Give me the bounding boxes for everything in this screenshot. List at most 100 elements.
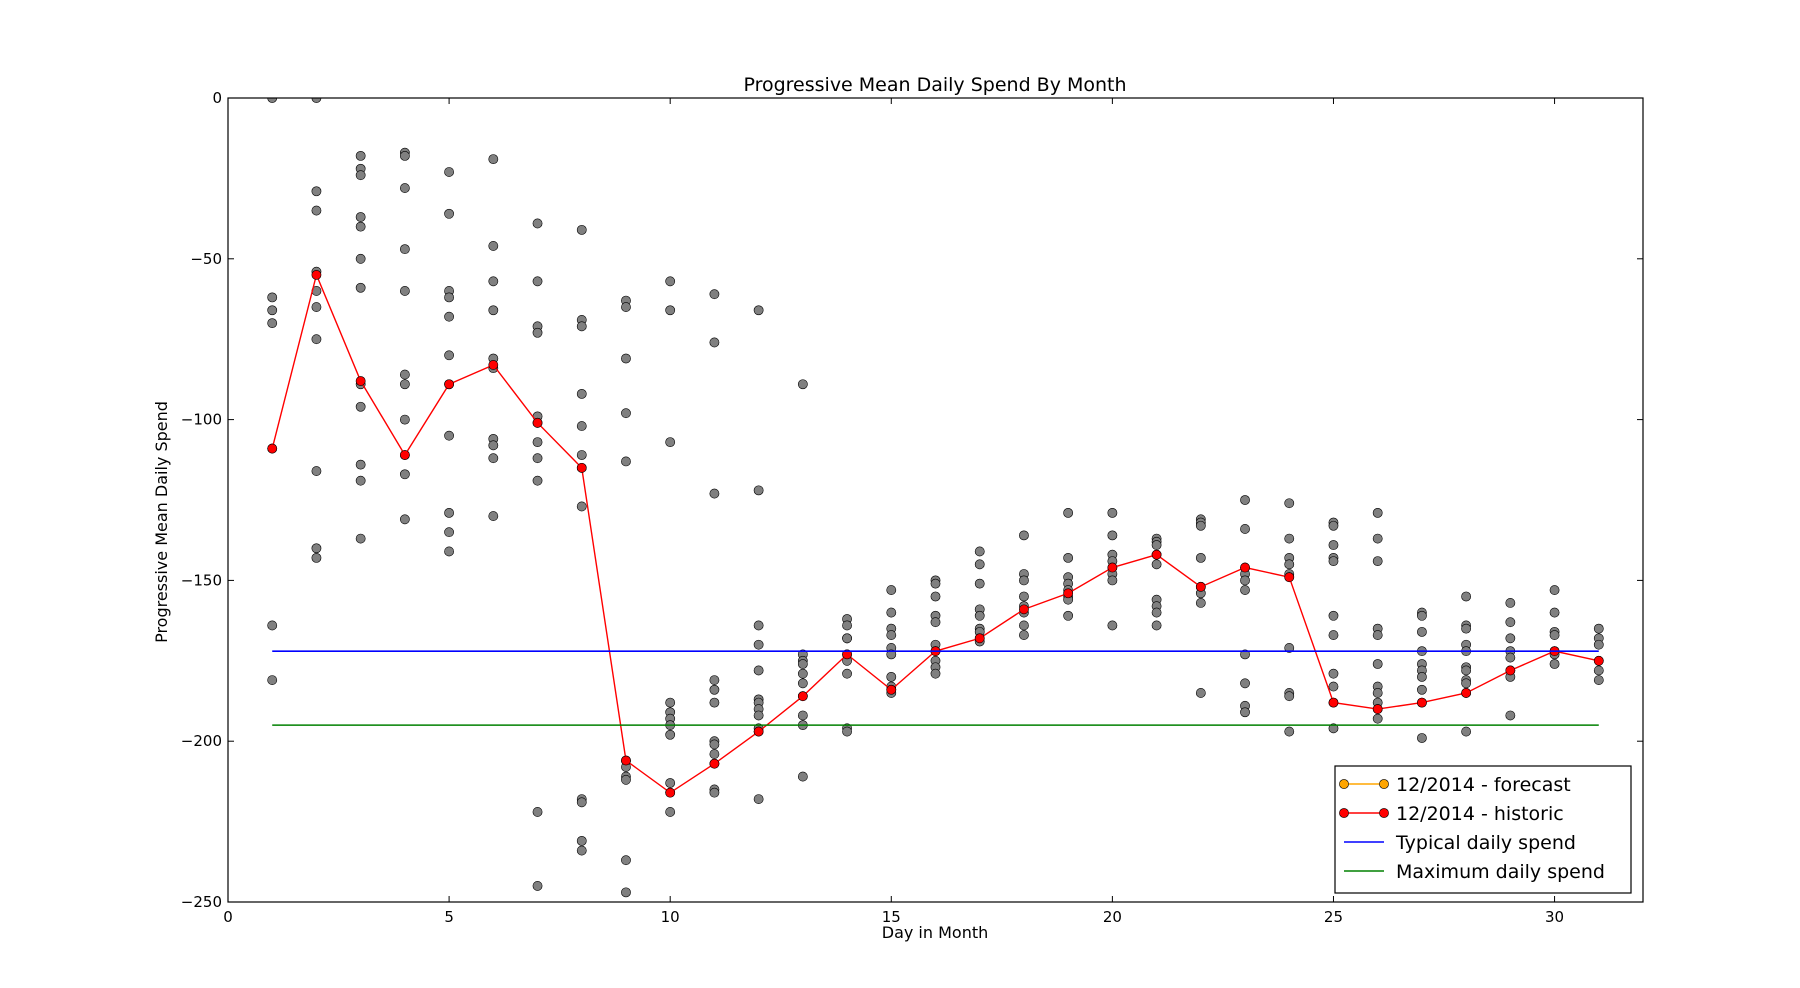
scatter-point [1284,643,1295,653]
scatter-point [1328,610,1339,621]
scatter-point [1328,540,1339,550]
scatter-point [532,437,543,448]
historic-point [399,450,410,460]
scatter-point [930,617,941,628]
scatter-point [1019,630,1029,640]
plot-marks [267,98,1604,898]
scatter-point [1284,533,1295,544]
scatter-point [753,620,764,631]
scatter-point [267,292,278,303]
scatter-point [399,469,410,480]
scatter-point [399,514,410,525]
scatter-point [753,665,764,676]
scatter-point [1372,507,1383,518]
x-tick-label: 10 [661,908,680,926]
scatter-point [488,305,499,316]
scatter-point [1593,665,1604,676]
scatter-point [488,453,499,464]
scatter-point [1240,649,1250,660]
scatter-point [753,794,764,804]
scatter-point [886,630,897,640]
y-tick-label: −150 [181,571,222,589]
scatter-point [355,401,366,412]
scatter-point [1019,591,1029,602]
scatter-point [355,459,366,470]
historic-point [1417,697,1427,708]
scatter-point [355,253,366,264]
scatter-point [1505,652,1516,663]
scatter-point [399,244,410,255]
scatter-point [1019,530,1029,541]
scatter-point [1505,598,1516,608]
scatter-point [1461,665,1472,676]
scatter-point [1549,630,1560,640]
scatter-point [1328,668,1339,679]
scatter-point [399,183,410,193]
scatter-point [1151,620,1162,631]
scatter-point [709,675,720,685]
scatter-point [1505,617,1516,628]
scatter-point [267,305,278,316]
scatter-point [665,305,676,316]
historic-point [1240,562,1250,573]
scatter-point [311,205,322,216]
historic-point [267,443,278,454]
historic-point [1107,562,1118,573]
scatter-point [797,659,808,669]
scatter-point [1195,552,1206,563]
y-axis-label: Progressive Mean Daily Spend [152,401,171,643]
scatter-point [532,218,543,229]
historic-point [576,462,587,473]
scatter-point [930,591,941,602]
scatter-point [355,475,366,486]
scatter-point [797,710,808,721]
y-tick-label: −250 [181,893,222,911]
scatter-point [797,771,808,782]
scatter-point [886,649,897,660]
scatter-point [621,353,631,364]
scatter-point [1151,607,1162,618]
scatter-point [444,167,454,177]
scatter-point [753,710,764,721]
scatter-point [1372,659,1383,669]
scatter-point [1328,556,1339,567]
scatter-point [1328,630,1339,640]
scatter-point [1063,507,1074,518]
y-tick-label: −50 [190,250,222,268]
scatter-point [1195,688,1206,698]
chart-title: Progressive Mean Daily Spend By Month [743,74,1126,96]
scatter-point [399,369,410,380]
scatter-point [576,388,587,399]
legend-swatch-marker [1379,808,1389,818]
scatter-point [1372,533,1383,544]
scatter-point [665,276,676,287]
scatter-point [1593,675,1604,685]
scatter-point [930,668,941,679]
legend-swatch-marker [1339,779,1349,789]
scatter-point [797,678,808,689]
scatter-point [532,276,543,287]
scatter-point [355,212,366,222]
scatter-point [1063,552,1074,563]
historic-point [974,633,985,644]
x-tick-label: 15 [882,908,901,926]
scatter-point [576,797,587,808]
scatter-point [444,546,454,557]
scatter-point [532,475,543,486]
scatter-point [665,697,676,708]
scatter-point [1107,530,1118,541]
scatter-point [1417,733,1427,743]
historic-point [842,649,852,660]
scatter-point [1019,575,1029,586]
scatter-point [753,485,764,496]
scatter-point [709,684,720,695]
scatter-point [621,302,631,312]
x-tick-label: 20 [1103,908,1122,926]
scatter-point [576,845,587,856]
scatter-point [665,729,676,740]
scatter-point [1107,575,1118,586]
scatter-point [355,282,366,293]
scatter-point [1461,726,1472,737]
scatter-point [399,414,410,425]
scatter-point [311,334,322,345]
